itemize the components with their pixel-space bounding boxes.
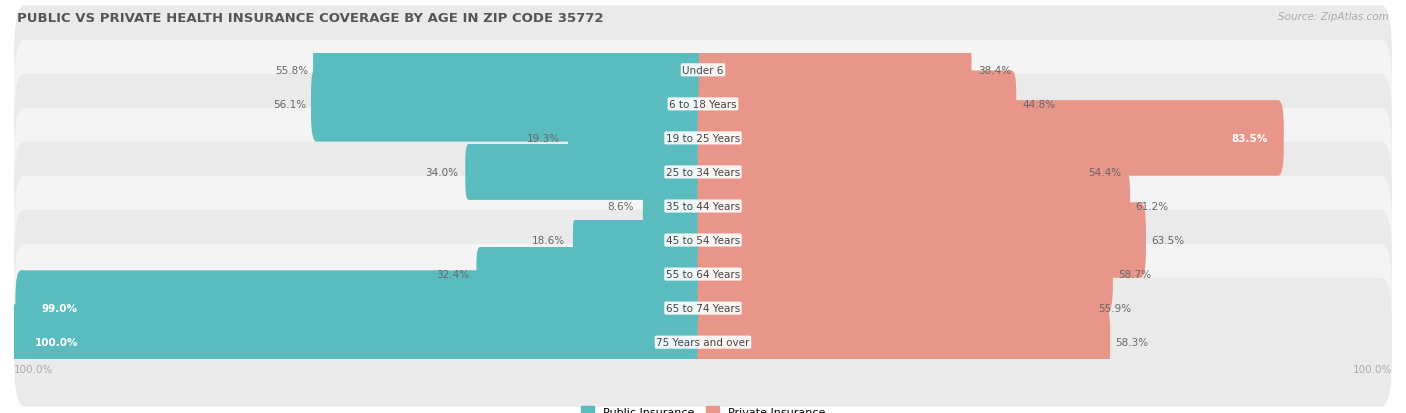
FancyBboxPatch shape	[14, 176, 1392, 305]
FancyBboxPatch shape	[697, 237, 1114, 312]
Text: 100.0%: 100.0%	[1353, 364, 1392, 374]
FancyBboxPatch shape	[14, 74, 1392, 203]
Text: 54.4%: 54.4%	[1088, 168, 1121, 178]
FancyBboxPatch shape	[14, 108, 1392, 237]
FancyBboxPatch shape	[697, 135, 1083, 210]
FancyBboxPatch shape	[465, 145, 706, 200]
FancyBboxPatch shape	[697, 271, 1094, 346]
FancyBboxPatch shape	[14, 244, 1392, 373]
Text: 44.8%: 44.8%	[1022, 100, 1054, 109]
FancyBboxPatch shape	[311, 67, 709, 142]
FancyBboxPatch shape	[697, 101, 1284, 176]
Text: Source: ZipAtlas.com: Source: ZipAtlas.com	[1278, 12, 1389, 22]
Text: PUBLIC VS PRIVATE HEALTH INSURANCE COVERAGE BY AGE IN ZIP CODE 35772: PUBLIC VS PRIVATE HEALTH INSURANCE COVER…	[17, 12, 603, 25]
FancyBboxPatch shape	[14, 7, 1392, 135]
Text: 100.0%: 100.0%	[14, 364, 53, 374]
FancyBboxPatch shape	[14, 142, 1392, 271]
FancyBboxPatch shape	[699, 71, 1017, 138]
FancyBboxPatch shape	[643, 192, 704, 221]
Text: Under 6: Under 6	[682, 66, 724, 76]
Text: 19.3%: 19.3%	[527, 133, 560, 144]
Text: 35 to 44 Years: 35 to 44 Years	[666, 202, 740, 211]
Text: 45 to 54 Years: 45 to 54 Years	[666, 235, 740, 245]
Text: 75 Years and over: 75 Years and over	[657, 337, 749, 347]
FancyBboxPatch shape	[699, 40, 972, 101]
Legend: Public Insurance, Private Insurance: Public Insurance, Private Insurance	[576, 402, 830, 413]
Text: 18.6%: 18.6%	[531, 235, 565, 245]
Text: 8.6%: 8.6%	[607, 202, 634, 211]
FancyBboxPatch shape	[697, 169, 1130, 244]
FancyBboxPatch shape	[568, 118, 704, 159]
FancyBboxPatch shape	[314, 33, 709, 108]
Text: 25 to 34 Years: 25 to 34 Years	[666, 168, 740, 178]
FancyBboxPatch shape	[477, 247, 706, 301]
FancyBboxPatch shape	[14, 210, 1392, 339]
Text: 58.7%: 58.7%	[1118, 269, 1152, 280]
Text: 55.9%: 55.9%	[1098, 304, 1132, 313]
FancyBboxPatch shape	[15, 271, 709, 346]
Text: 55.8%: 55.8%	[276, 66, 308, 76]
Text: 34.0%: 34.0%	[426, 168, 458, 178]
Text: 100.0%: 100.0%	[35, 337, 79, 347]
Text: 65 to 74 Years: 65 to 74 Years	[666, 304, 740, 313]
FancyBboxPatch shape	[14, 40, 1392, 169]
Text: 99.0%: 99.0%	[42, 304, 77, 313]
Text: 58.3%: 58.3%	[1115, 337, 1149, 347]
FancyBboxPatch shape	[14, 278, 1392, 406]
FancyBboxPatch shape	[8, 305, 709, 380]
Text: 56.1%: 56.1%	[273, 100, 307, 109]
Text: 61.2%: 61.2%	[1135, 202, 1168, 211]
Text: 63.5%: 63.5%	[1152, 235, 1184, 245]
Text: 38.4%: 38.4%	[979, 66, 1011, 76]
Text: 32.4%: 32.4%	[436, 269, 470, 280]
FancyBboxPatch shape	[572, 221, 704, 261]
Text: 19 to 25 Years: 19 to 25 Years	[666, 133, 740, 144]
Text: 55 to 64 Years: 55 to 64 Years	[666, 269, 740, 280]
Text: 83.5%: 83.5%	[1232, 133, 1268, 144]
Text: 6 to 18 Years: 6 to 18 Years	[669, 100, 737, 109]
FancyBboxPatch shape	[697, 305, 1111, 380]
FancyBboxPatch shape	[697, 203, 1146, 278]
